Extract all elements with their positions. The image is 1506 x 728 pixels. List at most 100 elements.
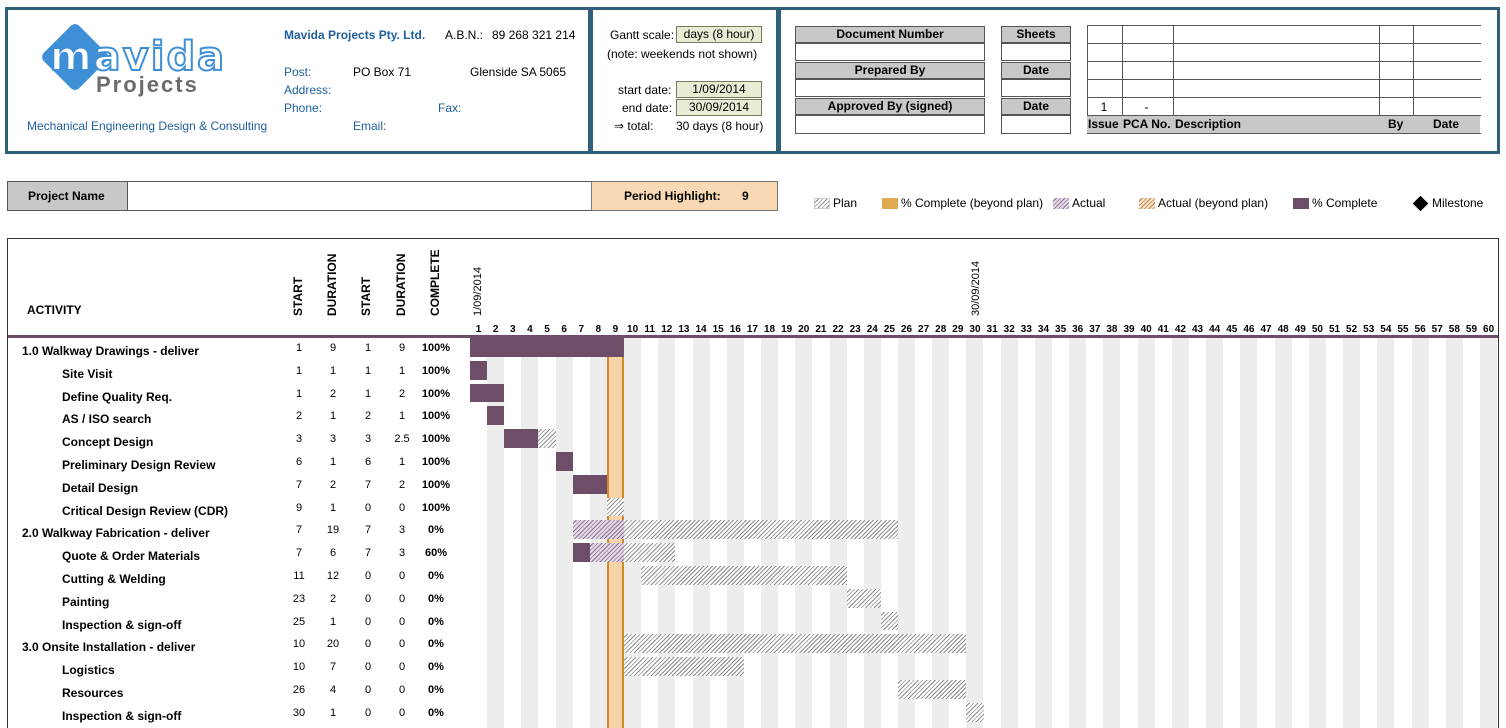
gantt-scale-field[interactable]: days (8 hour) <box>676 26 762 43</box>
gantt-bar-pc[interactable] <box>504 429 539 448</box>
approved-date-header: Date <box>1001 98 1071 115</box>
project-name-field[interactable] <box>127 181 592 211</box>
gantt-scale-label: Gantt scale: <box>610 28 675 42</box>
complete-value: 0% <box>428 706 444 719</box>
day-number: 12 <box>661 324 673 335</box>
plan-start-value: 10 <box>292 638 306 651</box>
actual-duration-value: 3 <box>398 524 406 537</box>
header-divider <box>8 335 1498 338</box>
day-number: 27 <box>918 324 930 335</box>
gantt-bar-act[interactable] <box>572 520 625 540</box>
email-label: Email: <box>353 119 387 133</box>
legend-actual-label: Actual <box>1072 196 1106 210</box>
day-column-shade <box>1411 338 1429 728</box>
gantt-bar-plan[interactable] <box>966 702 984 722</box>
day-number: 16 <box>729 324 741 335</box>
actual-duration-value: 1 <box>398 456 406 468</box>
day-number: 60 <box>1483 324 1495 335</box>
plan-start-value: 30 <box>292 706 306 719</box>
day-number: 53 <box>1363 324 1375 335</box>
complete-value: 0% <box>428 592 444 605</box>
end-date-field[interactable]: 30/09/2014 <box>676 99 762 116</box>
actual-start-value: 0 <box>364 615 372 628</box>
legend-milestone-label: Milestone <box>1432 196 1484 210</box>
revision-header-pca: PCA No. <box>1123 117 1171 131</box>
company-panel <box>5 7 591 154</box>
complete-value: 100% <box>421 501 451 514</box>
actual-duration-value: 1 <box>398 410 406 423</box>
gantt-bar-pc[interactable] <box>470 360 488 380</box>
gantt-bar-plan[interactable] <box>624 657 744 676</box>
document-number-field[interactable] <box>795 43 985 61</box>
plan-start-value: 1 <box>295 364 303 377</box>
legend-pc-beyond-label: % Complete (beyond plan) <box>901 196 1044 210</box>
gantt-bar-pc[interactable] <box>470 383 505 403</box>
actual-start-value: 0 <box>364 501 372 514</box>
actual-start-value: 7 <box>364 524 372 537</box>
start-date-label: start date: <box>618 83 672 97</box>
day-number: 31 <box>986 324 998 335</box>
actual-duration-value: 0 <box>398 592 406 605</box>
actual-duration-value: 0 <box>398 684 406 696</box>
actual-start-value: 0 <box>364 684 372 696</box>
activity-name: Inspection & sign-off <box>62 708 182 723</box>
activity-name: 2.0 Walkway Fabrication - deliver <box>22 526 210 541</box>
gantt-bar-plan[interactable] <box>898 680 967 699</box>
company-name: Mavida Projects Pty. Ltd. <box>284 28 426 42</box>
day-number: 59 <box>1465 324 1478 335</box>
gantt-bar-plan[interactable] <box>641 566 847 585</box>
day-number: 37 <box>1089 324 1101 335</box>
legend-pc: % Complete <box>1293 196 1377 210</box>
approved-date-field[interactable] <box>1001 115 1071 134</box>
activity-name: Painting <box>62 594 110 609</box>
prepared-by-field[interactable] <box>795 79 985 97</box>
start-date-field[interactable]: 1/09/2014 <box>676 81 762 98</box>
plan-start-value: 11 <box>293 570 305 582</box>
period-highlight-box[interactable]: Period Highlight: 9 <box>591 181 778 211</box>
plan-duration-value: 2 <box>329 478 337 491</box>
plan-start-value: 2 <box>295 410 303 423</box>
gantt-bar-pc[interactable] <box>572 474 607 494</box>
legend-actual: Actual <box>1053 196 1105 210</box>
actual-start-value: 0 <box>364 638 372 651</box>
prepared-date-field[interactable] <box>1001 79 1071 97</box>
revision-row-line <box>1087 115 1481 116</box>
legend-plan: Plan <box>814 196 857 210</box>
day-number: 17 <box>746 324 758 335</box>
plan-start-value: 9 <box>295 501 303 514</box>
activity-name: 1.0 Walkway Drawings - deliver <box>22 344 199 358</box>
actual-start-value: 7 <box>364 478 372 491</box>
day-number: 1 <box>475 324 482 335</box>
approved-by-field[interactable] <box>795 115 985 134</box>
gantt-bar-plan[interactable] <box>624 634 967 654</box>
gantt-bar-pc[interactable] <box>555 452 573 471</box>
complete-value: 100% <box>421 342 451 354</box>
day-column-shade <box>1103 338 1121 728</box>
legend-pc-label: % Complete <box>1312 196 1378 210</box>
gantt-bar-plan[interactable] <box>624 543 676 562</box>
gantt-bar-pc[interactable] <box>487 406 505 426</box>
activity-name: Cutting & Welding <box>62 572 166 586</box>
day-number: 58 <box>1448 324 1460 335</box>
end-date-column-label: 30/09/2014 <box>970 260 982 316</box>
prepared-by-header: Prepared By <box>795 62 985 79</box>
plan-start-value: 7 <box>295 524 303 537</box>
gantt-bar-act[interactable] <box>589 543 625 562</box>
day-number: 40 <box>1140 324 1152 335</box>
gantt-bar-plan[interactable] <box>538 429 556 448</box>
gantt-bar-plan[interactable] <box>880 611 898 631</box>
gantt-bar-plan[interactable] <box>606 497 625 517</box>
revision-header-row: Issue PCA No. Description By Date <box>1087 116 1480 133</box>
gantt-bar-plan[interactable] <box>624 520 898 540</box>
complete-value: 0% <box>428 684 444 696</box>
sheets-field[interactable] <box>1001 43 1071 61</box>
complete-value: 0% <box>428 638 444 651</box>
plan-duration-value: 20 <box>326 638 340 651</box>
actual-start-column-header: START <box>359 276 373 316</box>
day-number: 36 <box>1072 324 1084 335</box>
gantt-bar-pc[interactable] <box>470 338 625 357</box>
day-number: 57 <box>1431 324 1443 335</box>
gantt-bar-pc[interactable] <box>572 543 590 562</box>
day-column-shade <box>1034 338 1052 728</box>
gantt-bar-plan[interactable] <box>846 588 881 608</box>
